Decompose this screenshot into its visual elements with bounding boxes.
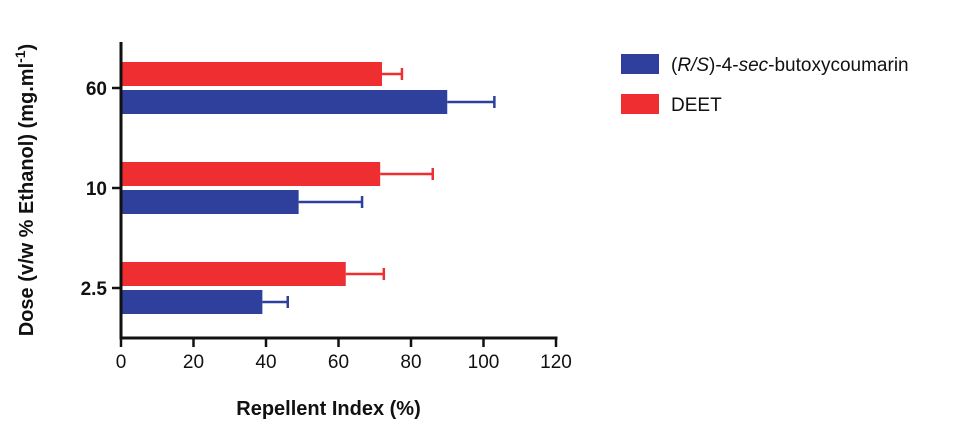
x-tick-label-80: 80 (400, 352, 421, 373)
bar-series-0-dose-2_5 (121, 262, 346, 286)
y-tick-label-2_5: 2.5 (81, 279, 108, 300)
bar-series-1-dose-60 (121, 90, 448, 114)
legend-label-series-0: DEET (671, 95, 722, 116)
legend-swatch-series-1 (621, 54, 659, 74)
legend-label-part: sec (739, 55, 769, 76)
legend-swatch-series-0 (621, 94, 659, 114)
x-tick-label-40: 40 (255, 352, 276, 373)
axes: 0 20 40 60 80 100 120 60 10 2.5 (81, 42, 572, 373)
legend-label-part: )-4- (709, 55, 739, 76)
y-axis-title: Dose (v/w % Ethanol) (mg.ml-1) (12, 44, 38, 336)
x-axis-title: Repellent Index (%) (236, 398, 420, 420)
bar-series-0-dose-10 (121, 162, 381, 186)
y-tick-label-60: 60 (86, 79, 107, 100)
y-tick-label-10: 10 (86, 179, 107, 200)
legend: (R/S)-4-sec-butoxycoumarin DEET (621, 54, 909, 116)
legend-label-part: -butoxycoumarin (768, 55, 908, 76)
legend-label-part: ( (671, 55, 678, 76)
x-tick-label-100: 100 (468, 352, 500, 373)
legend-label-series-1: (R/S)-4-sec-butoxycoumarin (671, 55, 909, 76)
bar-series-1-dose-10 (121, 190, 299, 214)
x-tick-label-120: 120 (540, 352, 572, 373)
x-tick-label-20: 20 (183, 352, 204, 373)
y-axis-title-superscript: -1 (12, 50, 28, 63)
x-tick-label-0: 0 (116, 352, 127, 373)
legend-label-part: R/S (677, 55, 709, 76)
bar-series-1-dose-2_5 (121, 290, 263, 314)
x-tick-label-60: 60 (328, 352, 349, 373)
plot-area (121, 62, 496, 314)
bar-series-0-dose-60 (121, 62, 382, 86)
y-axis-title-suffix: ) (16, 44, 38, 51)
y-axis-title-main: Dose (v/w % Ethanol) (mg.ml (16, 63, 38, 336)
